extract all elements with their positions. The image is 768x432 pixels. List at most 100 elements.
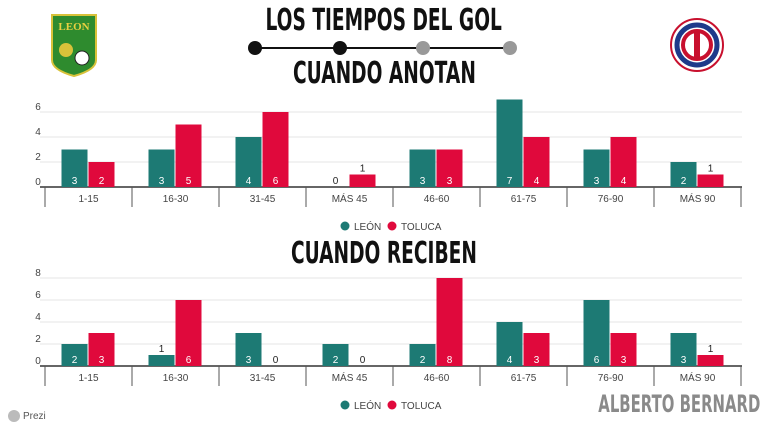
data-label: 5	[186, 176, 192, 187]
chart2-title: CUANDO RECIBEN	[291, 236, 477, 271]
bar-toluca	[349, 174, 376, 187]
bar-leon	[670, 333, 697, 366]
y-tick-label: 6	[35, 102, 41, 113]
data-label: 0	[333, 176, 339, 187]
data-label: 3	[621, 355, 627, 366]
bar-leon	[148, 149, 175, 187]
bar-toluca	[610, 137, 637, 187]
progress-steps	[248, 41, 517, 55]
y-tick-label: 0	[35, 177, 41, 188]
prezi-label: Prezi	[23, 410, 46, 422]
data-label: 2	[72, 355, 78, 366]
y-tick-label: 8	[35, 268, 41, 279]
data-label: 8	[447, 355, 453, 366]
y-tick-label: 4	[35, 312, 41, 323]
data-label: 2	[99, 176, 105, 187]
bar-leon	[235, 333, 262, 366]
x-tick-label: 16-30	[163, 194, 189, 205]
bar-toluca	[262, 112, 289, 187]
bar-leon	[322, 344, 349, 366]
x-tick-label: 76-90	[598, 194, 624, 205]
data-label: 6	[186, 355, 192, 366]
data-label: 3	[72, 176, 78, 187]
legend-label: TOLUCA	[401, 401, 442, 412]
data-label: 4	[534, 176, 540, 187]
step-dot-2	[333, 41, 347, 55]
data-label: 3	[159, 176, 165, 187]
bar-leon	[583, 149, 610, 187]
x-tick-label: 1-15	[78, 194, 98, 205]
legend-marker	[340, 400, 350, 410]
x-tick-label: 31-45	[250, 373, 276, 384]
data-label: 6	[273, 176, 279, 187]
step-dot-3	[416, 41, 430, 55]
legend-label: TOLUCA	[401, 222, 442, 233]
data-label: 3	[534, 355, 540, 366]
y-tick-label: 2	[35, 152, 41, 163]
data-label: 3	[420, 176, 426, 187]
bar-leon	[61, 344, 88, 366]
data-label: 4	[246, 176, 252, 187]
step-dot-4	[503, 41, 517, 55]
x-tick-label: 46-60	[424, 373, 450, 384]
x-tick-label: 46-60	[424, 194, 450, 205]
bar-toluca	[523, 137, 550, 187]
data-label: 2	[420, 355, 426, 366]
bar-toluca	[175, 124, 202, 187]
bar-toluca	[610, 333, 637, 366]
x-tick-label: MÁS 90	[680, 192, 716, 205]
bar-leon	[670, 162, 697, 187]
bar-toluca	[175, 300, 202, 366]
data-label: 4	[507, 355, 513, 366]
data-label: 6	[594, 355, 600, 366]
y-tick-label: 4	[35, 127, 41, 138]
data-label: 3	[447, 176, 453, 187]
bar-toluca	[697, 174, 724, 187]
y-tick-label: 6	[35, 290, 41, 301]
bar-leon	[148, 355, 175, 366]
bar-toluca	[88, 333, 115, 366]
data-label: 3	[594, 176, 600, 187]
data-label: 1	[708, 164, 714, 175]
legend-marker	[387, 221, 397, 231]
bar-leon	[235, 137, 262, 187]
x-tick-label: 16-30	[163, 373, 189, 384]
data-label: 3	[99, 355, 105, 366]
bar-toluca	[88, 162, 115, 187]
x-tick-label: 31-45	[250, 194, 276, 205]
bar-leon	[409, 149, 436, 187]
x-tick-label: 61-75	[511, 373, 537, 384]
prezi-badge[interactable]: Prezi	[8, 410, 46, 422]
y-tick-label: 0	[35, 356, 41, 367]
bar-leon	[496, 322, 523, 366]
bar-toluca	[697, 355, 724, 366]
bar-leon	[496, 99, 523, 187]
legend-marker	[387, 400, 397, 410]
x-tick-label: 61-75	[511, 194, 537, 205]
svg-text:LEON: LEON	[58, 21, 89, 33]
data-label: 3	[246, 355, 252, 366]
toluca-logo	[670, 18, 724, 72]
bar-leon	[583, 300, 610, 366]
legend-label: LEÓN	[354, 399, 381, 412]
bar-toluca	[436, 149, 463, 187]
chart1-title: CUANDO ANOTAN	[292, 56, 476, 91]
bar-leon	[61, 149, 88, 187]
prezi-icon	[8, 410, 20, 422]
x-tick-label: MÁS 90	[680, 371, 716, 384]
legend-label: LEÓN	[354, 220, 381, 233]
x-tick-label: 76-90	[598, 373, 624, 384]
data-label: 4	[621, 176, 627, 187]
main-title: LOS TIEMPOS DEL GOL	[265, 3, 503, 38]
data-label: 1	[708, 344, 714, 355]
data-label: 1	[360, 164, 366, 175]
step-dot-1	[248, 41, 262, 55]
data-label: 2	[333, 355, 339, 366]
x-tick-label: 1-15	[78, 373, 98, 384]
data-label: 3	[681, 355, 687, 366]
legend-marker	[340, 221, 350, 231]
bar-toluca	[523, 333, 550, 366]
